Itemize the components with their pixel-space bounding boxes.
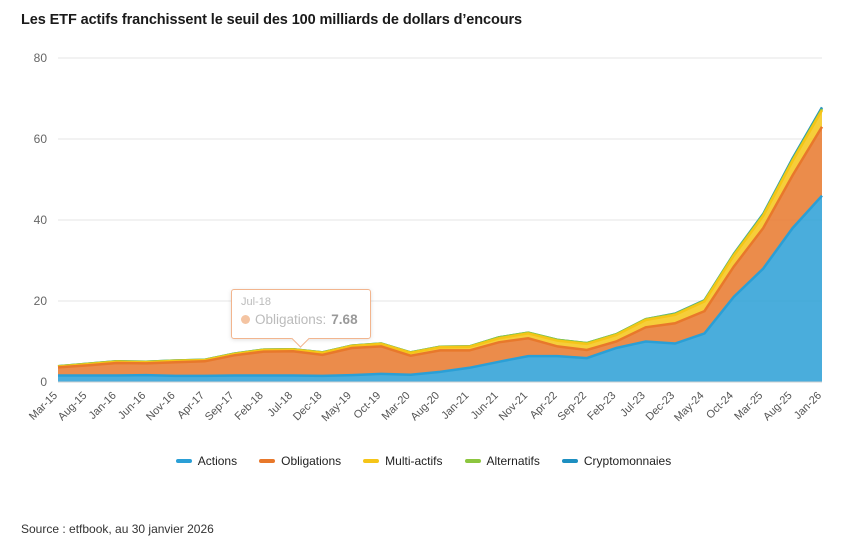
tooltip-date: Jul-18: [241, 296, 271, 308]
x-tick-label: Jan-26: [792, 390, 824, 422]
tooltip-line: Obligations: 7.68: [241, 312, 358, 327]
y-tick-label: 20: [34, 294, 48, 308]
legend-label: Actions: [197, 454, 238, 468]
legend-item-multi-actifs[interactable]: Multi-actifs: [363, 454, 443, 468]
legend-swatch-icon: [464, 459, 481, 463]
x-tick-label: Jan-21: [439, 390, 471, 422]
x-tick-label: May-19: [320, 390, 354, 424]
chart-title: Les ETF actifs franchissent le seuil des…: [21, 12, 522, 28]
x-tick-label: Jun-16: [116, 390, 148, 422]
legend-label: Alternatifs: [486, 454, 540, 468]
x-tick-label: Apr-22: [528, 390, 560, 422]
x-tick-label: Dec-18: [291, 390, 325, 424]
x-tick-label: Nov-16: [144, 390, 178, 424]
x-tick-label: Mar-20: [380, 390, 413, 423]
tooltip-value: 7.68: [331, 312, 358, 327]
x-tick-label: Dec-23: [644, 390, 678, 424]
y-tick-label: 60: [34, 132, 48, 146]
chart-legend: Actions Obligations Multi-actifs Alternatif…: [0, 454, 847, 468]
legend-label: Obligations: [281, 454, 342, 468]
legend-item-alternatifs[interactable]: Alternatifs: [464, 454, 540, 468]
x-tick-label: Jun-21: [469, 390, 501, 422]
legend-swatch-icon: [175, 459, 192, 463]
series-line-obligations: [57, 126, 824, 369]
x-tick-label: Oct-19: [352, 390, 384, 422]
x-tick-label: Mar-15: [27, 390, 60, 423]
x-tick-label: Jan-16: [87, 390, 119, 422]
legend-label: Cryptomonnaies: [583, 454, 672, 468]
x-tick-label: Nov-21: [497, 390, 531, 424]
data-tooltip: Jul-18 Obligations: 7.68: [231, 289, 371, 348]
x-tick-label: Aug-25: [761, 390, 795, 424]
area-actions: [58, 195, 822, 382]
legend-item-actions[interactable]: Actions: [175, 454, 238, 468]
legend-swatch-icon: [561, 459, 578, 463]
x-tick-label: Oct-24: [704, 390, 736, 422]
source-note: Source : etfbook, au 30 janvier 2026: [21, 522, 214, 536]
x-tick-label: Sep-17: [203, 390, 237, 424]
x-tick-label: Feb-18: [233, 390, 266, 423]
legend-swatch-icon: [259, 459, 276, 463]
x-tick-label: Mar-25: [732, 390, 765, 423]
legend-item-cryptomonnaies[interactable]: Cryptomonnaies: [561, 454, 672, 468]
x-tick-label: Sep-22: [555, 390, 589, 424]
x-tick-label: Feb-23: [585, 390, 618, 423]
tooltip-label: Obligations:: [255, 312, 327, 327]
series-line-multi-actifs: [57, 109, 824, 368]
x-tick-label: Aug-20: [409, 390, 443, 424]
legend-label: Multi-actifs: [385, 454, 443, 468]
tooltip-dot-icon: [241, 315, 250, 324]
x-tick-label: May-24: [672, 390, 706, 424]
x-tick-label: Aug-15: [56, 390, 90, 424]
y-tick-label: 0: [40, 375, 47, 389]
legend-item-obligations[interactable]: Obligations: [259, 454, 341, 468]
y-tick-label: 40: [34, 213, 48, 227]
x-tick-label: Apr-17: [175, 390, 207, 422]
series-line-actions: [58, 194, 823, 378]
y-tick-label: 80: [34, 51, 48, 65]
legend-swatch-icon: [363, 459, 380, 463]
